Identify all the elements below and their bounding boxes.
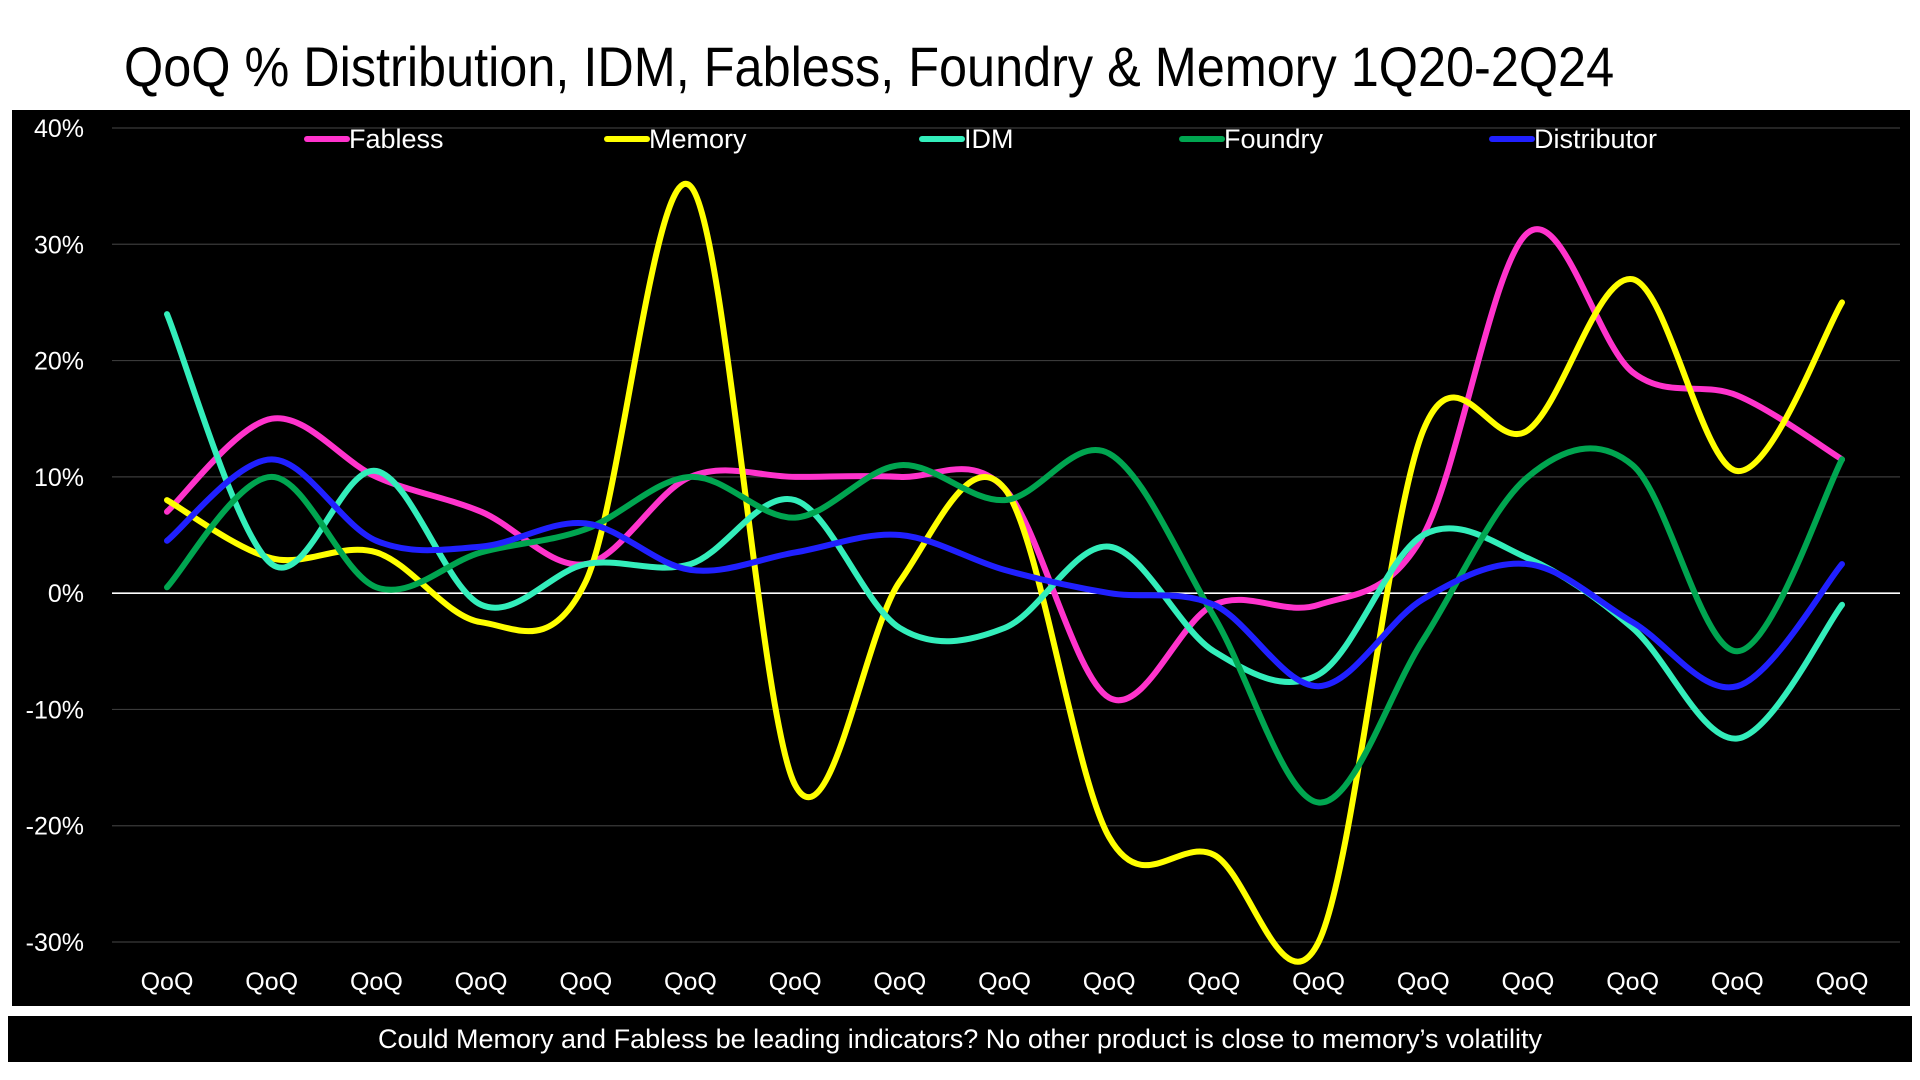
x-tick-label: QoQ	[1083, 968, 1136, 996]
x-tick-label: QoQ	[141, 968, 194, 996]
line-chart: -30%-20%-10%0%10%20%30%40% QoQ QoQ QoQ QoQ Q…	[12, 110, 1910, 1006]
x-tick-label: QoQ	[559, 968, 612, 996]
x-tick-label: QoQ	[664, 968, 717, 996]
x-tick-label: QoQ	[978, 968, 1031, 996]
legend-label-foundry: Foundry	[1224, 124, 1324, 154]
chart-background	[12, 110, 1910, 1006]
x-tick-label: QoQ	[1711, 968, 1764, 996]
series-lines	[164, 180, 1845, 965]
legend: Fabless Memory IDM Foundry Distributor	[304, 124, 1657, 154]
x-tick-label: QoQ	[350, 968, 403, 996]
x-tick-label: QoQ	[1606, 968, 1659, 996]
gridlines	[112, 127, 1900, 943]
x-tick-label: QoQ	[1816, 968, 1869, 996]
y-tick-label: 10%	[34, 464, 84, 492]
footer-caption-bar: Could Memory and Fabless be leading indi…	[8, 1016, 1912, 1062]
x-tick-label: QoQ	[769, 968, 822, 996]
x-tick-label: QoQ	[1292, 968, 1345, 996]
footer-caption: Could Memory and Fabless be leading indi…	[377, 1024, 1543, 1054]
legend-label-memory: Memory	[649, 124, 747, 154]
legend-label-idm: IDM	[964, 124, 1014, 154]
legend-label-fabless: Fabless	[349, 124, 444, 154]
y-tick-label: -10%	[26, 696, 84, 724]
x-tick-label: QoQ	[455, 968, 508, 996]
y-tick-label: -30%	[26, 929, 84, 957]
y-tick-label: 0%	[48, 580, 84, 608]
series-line-distributor	[164, 456, 1845, 691]
series-line-memory	[164, 180, 1845, 965]
y-tick-label: -20%	[26, 813, 84, 841]
x-tick-label: QoQ	[873, 968, 926, 996]
title-bar: QoQ % Distribution, IDM, Fabless, Foundr…	[0, 0, 1920, 110]
chart-title: QoQ % Distribution, IDM, Fabless, Foundr…	[124, 35, 1615, 98]
x-tick-label: QoQ	[1397, 968, 1450, 996]
x-tick-label: QoQ	[1187, 968, 1240, 996]
y-tick-label: 20%	[34, 348, 84, 376]
series-line-foundry	[164, 445, 1845, 806]
x-tick-label: QoQ	[1502, 968, 1555, 996]
x-tick-label: QoQ	[245, 968, 298, 996]
y-tick-label: 40%	[34, 115, 84, 143]
x-axis-tick-labels: QoQ QoQ QoQ QoQ QoQ QoQ QoQ QoQ QoQ QoQ QoQ QoQ QoQ Q…	[141, 968, 1869, 996]
series-line-fabless	[164, 226, 1845, 704]
y-axis-tick-labels: -30% -20% -10% 0% 10% 20% 30% 40%	[26, 115, 84, 957]
y-tick-label: 30%	[34, 231, 84, 259]
legend-label-distributor: Distributor	[1534, 124, 1657, 154]
